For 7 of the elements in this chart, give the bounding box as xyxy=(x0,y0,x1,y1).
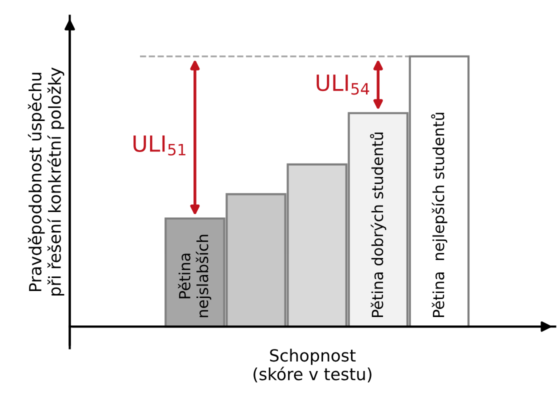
y-axis-title: Pravděpodobnost úspěchu při řešení konkrétní položky xyxy=(28,68,64,296)
annotation: ULI$_{51}$ xyxy=(134,135,186,156)
x-tick-label: Pětina dobrých studentů xyxy=(370,132,386,317)
x-axis-title: Schopnost (skóre v testu) xyxy=(254,348,372,382)
x-tick-label: Pětina nejlepších studentů xyxy=(431,112,448,317)
annotation: ULI$_{54}$ xyxy=(316,74,370,95)
x-tick-label: Pětina nejslabších xyxy=(178,234,212,318)
